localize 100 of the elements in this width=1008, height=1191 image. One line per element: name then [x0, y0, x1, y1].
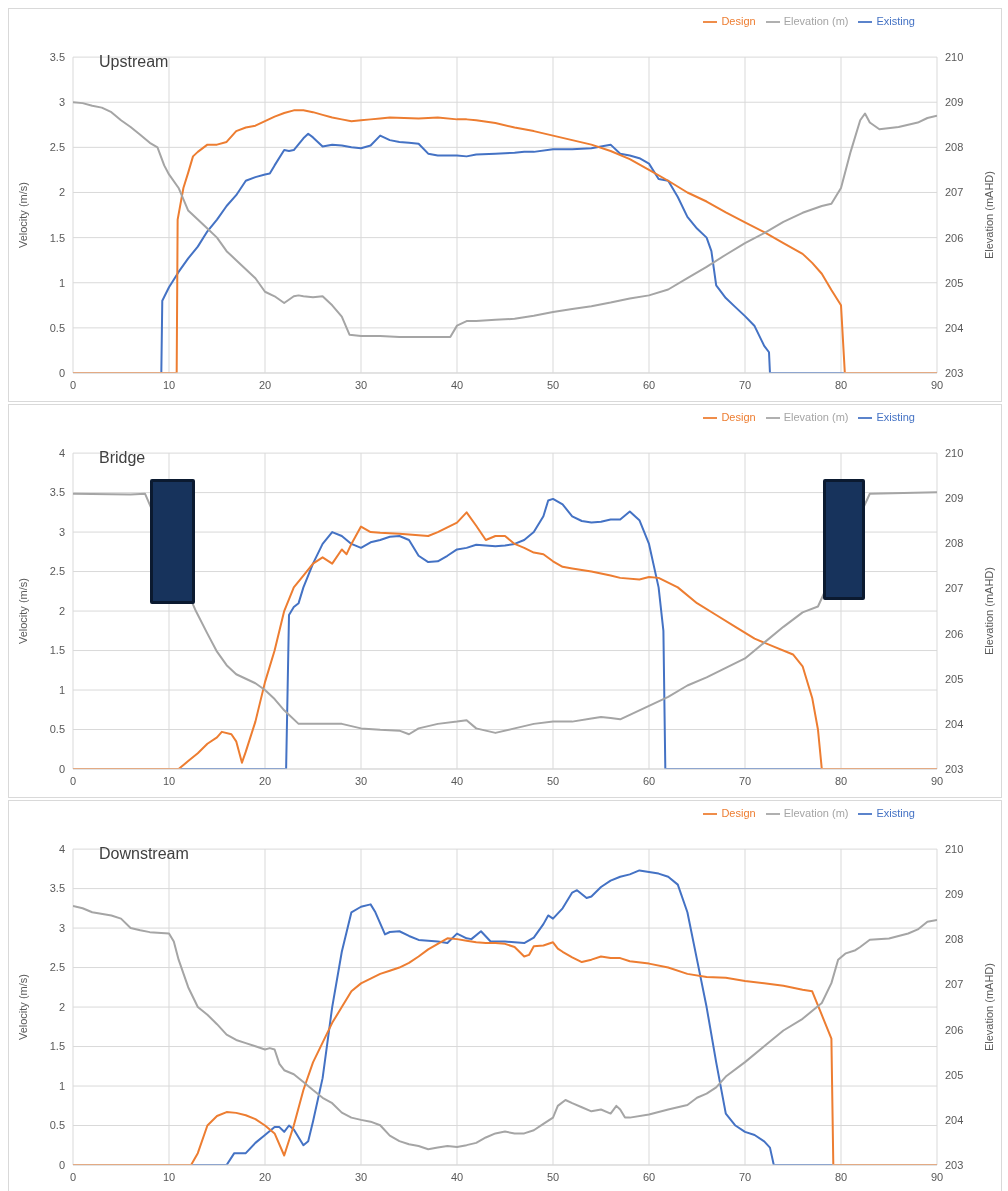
- y-tick-label: 2: [58, 1000, 65, 1013]
- x-tick-label: 20: [258, 378, 272, 391]
- legend-label: Design: [721, 15, 756, 27]
- legend-label: Elevation (m): [783, 15, 849, 27]
- y-axis-title: Velocity (m/s): [16, 578, 29, 645]
- y2-tick-label: 203: [945, 762, 964, 775]
- y-tick-label: 2.5: [49, 141, 65, 154]
- y-tick-label: 3.5: [49, 51, 65, 63]
- y2-tick-label: 210: [945, 447, 964, 459]
- y2-tick-label: 206: [945, 231, 964, 244]
- x-tick-label: 60: [642, 1170, 656, 1183]
- y-tick-label: 1: [58, 276, 65, 289]
- y2-tick-label: 206: [945, 627, 964, 640]
- x-tick-label: 50: [546, 1170, 560, 1183]
- x-tick-label: 30: [354, 1170, 368, 1183]
- y2-tick-label: 205: [945, 276, 964, 289]
- x-tick-label: 0: [69, 1170, 77, 1183]
- y-tick-label: 2.5: [49, 565, 65, 578]
- x-tick-label: 10: [162, 378, 176, 391]
- y2-tick-label: 204: [945, 321, 964, 334]
- y-tick-label: 1: [58, 683, 65, 696]
- y2-axis-title: Elevation (mAHD): [982, 963, 995, 1052]
- legend-label: Elevation (m): [783, 807, 849, 819]
- y-tick-label: 3.5: [49, 882, 65, 895]
- y2-tick-label: 203: [945, 1158, 964, 1171]
- x-tick-label: 80: [834, 378, 848, 391]
- x-tick-label: 50: [546, 378, 560, 391]
- y-tick-label: 2.5: [49, 961, 65, 974]
- y2-tick-label: 210: [945, 843, 964, 855]
- y2-tick-label: 208: [945, 141, 964, 154]
- y-tick-label: 3: [58, 921, 65, 934]
- y-axis-title: Velocity (m/s): [16, 974, 29, 1041]
- y2-tick-label: 205: [945, 672, 964, 685]
- x-tick-label: 40: [450, 1170, 464, 1183]
- y2-tick-label: 207: [945, 978, 964, 991]
- x-tick-label: 20: [258, 1170, 272, 1183]
- y2-axis-title: Elevation (mAHD): [982, 567, 995, 656]
- x-tick-label: 10: [162, 774, 176, 787]
- x-tick-label: 60: [642, 378, 656, 391]
- y-tick-label: 0.5: [49, 723, 65, 736]
- x-tick-label: 90: [930, 774, 944, 787]
- x-tick-label: 30: [354, 378, 368, 391]
- y-tick-label: 3: [58, 96, 65, 109]
- y2-tick-label: 209: [945, 492, 964, 505]
- x-tick-label: 0: [69, 774, 77, 787]
- legend-label: Design: [721, 807, 756, 819]
- y-tick-label: 4: [58, 447, 65, 459]
- y-tick-label: 2: [58, 186, 65, 199]
- y-tick-label: 3.5: [49, 486, 65, 499]
- x-tick-label: 10: [162, 1170, 176, 1183]
- y2-tick-label: 207: [945, 582, 964, 595]
- y-tick-label: 4: [58, 843, 65, 855]
- y2-axis-title: Elevation (mAHD): [982, 171, 995, 260]
- y-tick-label: 0: [58, 366, 65, 379]
- y-tick-label: 0.5: [49, 321, 65, 334]
- x-tick-label: 40: [450, 774, 464, 787]
- x-tick-label: 20: [258, 774, 272, 787]
- y2-tick-label: 204: [945, 1113, 964, 1126]
- y-tick-label: 1.5: [49, 231, 65, 244]
- y-tick-label: 0: [58, 762, 65, 775]
- y-axis-title: Velocity (m/s): [16, 182, 29, 249]
- y-tick-label: 0.5: [49, 1119, 65, 1132]
- x-tick-label: 80: [834, 1170, 848, 1183]
- y-tick-label: 1: [58, 1079, 65, 1092]
- legend-label: Existing: [876, 807, 915, 819]
- chart-title: Bridge: [99, 449, 146, 467]
- y2-tick-label: 205: [945, 1068, 964, 1081]
- y2-tick-label: 206: [945, 1023, 964, 1036]
- x-tick-label: 50: [546, 774, 560, 787]
- legend-label: Existing: [876, 411, 915, 423]
- y2-tick-label: 208: [945, 537, 964, 550]
- y-tick-label: 3: [58, 525, 65, 538]
- x-tick-label: 90: [930, 1170, 944, 1183]
- y2-tick-label: 204: [945, 717, 964, 730]
- x-tick-label: 70: [738, 1170, 752, 1183]
- x-tick-label: 70: [738, 774, 752, 787]
- line-series: [73, 904, 937, 1151]
- y2-tick-label: 209: [945, 96, 964, 109]
- y-tick-label: 1.5: [49, 644, 65, 657]
- legend-label: Design: [721, 411, 756, 423]
- y2-tick-label: 207: [945, 186, 964, 199]
- x-tick-label: 80: [834, 774, 848, 787]
- y2-tick-label: 210: [945, 51, 964, 63]
- x-tick-label: 70: [738, 378, 752, 391]
- x-tick-label: 0: [69, 378, 77, 391]
- chart-title: Upstream: [99, 53, 169, 71]
- x-tick-label: 60: [642, 774, 656, 787]
- x-tick-label: 40: [450, 378, 464, 391]
- y-tick-label: 2: [58, 604, 65, 617]
- line-series: [73, 101, 937, 338]
- y2-tick-label: 208: [945, 933, 964, 946]
- chart-title: Downstream: [99, 845, 189, 863]
- x-tick-label: 30: [354, 774, 368, 787]
- legend-label: Elevation (m): [783, 411, 849, 423]
- legend-label: Existing: [876, 15, 915, 27]
- y-tick-label: 1.5: [49, 1040, 65, 1053]
- y2-tick-label: 203: [945, 366, 964, 379]
- x-tick-label: 90: [930, 378, 944, 391]
- y-tick-label: 0: [58, 1158, 65, 1171]
- y2-tick-label: 209: [945, 888, 964, 901]
